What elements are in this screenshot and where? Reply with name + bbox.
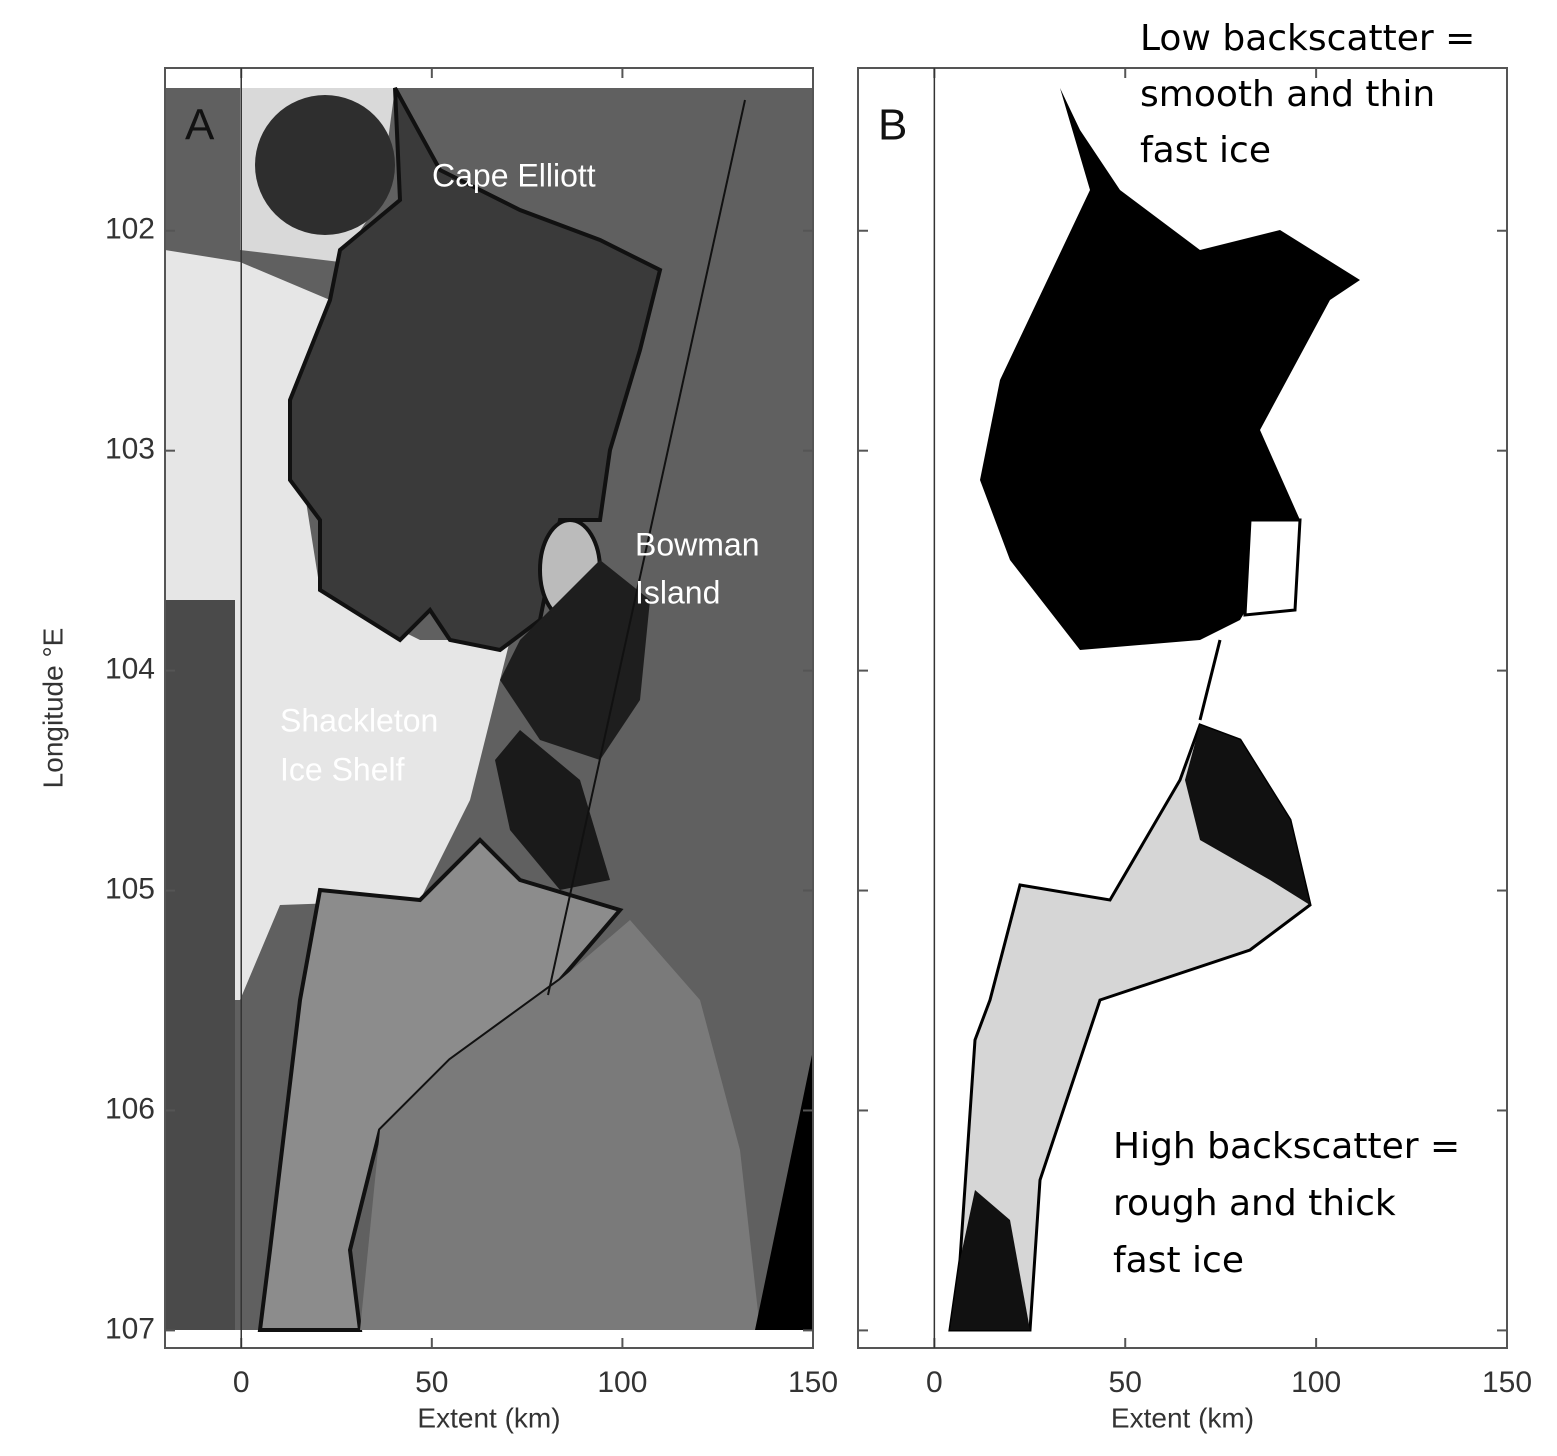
annotation: smooth and thin (1140, 74, 1435, 115)
figure: 0 50 100 150 102 103 104 105 106 107 Extent (km) Lo… (0, 0, 1557, 1456)
annotation: Low backscatter = (1140, 18, 1475, 59)
annotation: Bowman (635, 526, 760, 562)
x-tick-label: 150 (1482, 1366, 1532, 1399)
x-axis-label: Extent (km) (417, 1402, 560, 1433)
x-tick-label: 50 (1109, 1366, 1142, 1399)
y-tick-label: 103 (105, 433, 155, 466)
x-tick-label: 150 (788, 1366, 838, 1399)
annotation: High backscatter = (1113, 1126, 1460, 1167)
panel-label: B (878, 101, 907, 150)
annotation: Shackleton (280, 702, 438, 738)
page: 0 50 100 150 102 103 104 105 106 107 Extent (km) Lo… (0, 0, 1557, 1456)
y-tick-label: 106 (105, 1092, 155, 1125)
x-tick-label: 100 (597, 1366, 647, 1399)
y-tick-label: 104 (105, 653, 155, 686)
annotation: fast ice (1113, 1240, 1244, 1281)
x-tick-label: 50 (415, 1366, 448, 1399)
x-tick-label: 100 (1291, 1366, 1341, 1399)
y-axis-label: Longitude °E (37, 628, 68, 789)
y-tick-label: 107 (105, 1312, 155, 1345)
annotation: Cape Elliott (432, 157, 596, 193)
x-axis-label: Extent (km) (1111, 1402, 1254, 1433)
y-tick-label: 105 (105, 872, 155, 905)
x-tick-label: 0 (233, 1366, 250, 1399)
x-tick-label: 0 (926, 1366, 943, 1399)
annotation: fast ice (1140, 130, 1271, 171)
annotation: Island (635, 574, 720, 610)
y-tick-label: 102 (105, 213, 155, 246)
panel-label: A (185, 101, 215, 150)
annotation: Ice Shelf (280, 751, 405, 787)
annotation: rough and thick (1113, 1183, 1396, 1224)
sar-image (165, 88, 813, 1330)
